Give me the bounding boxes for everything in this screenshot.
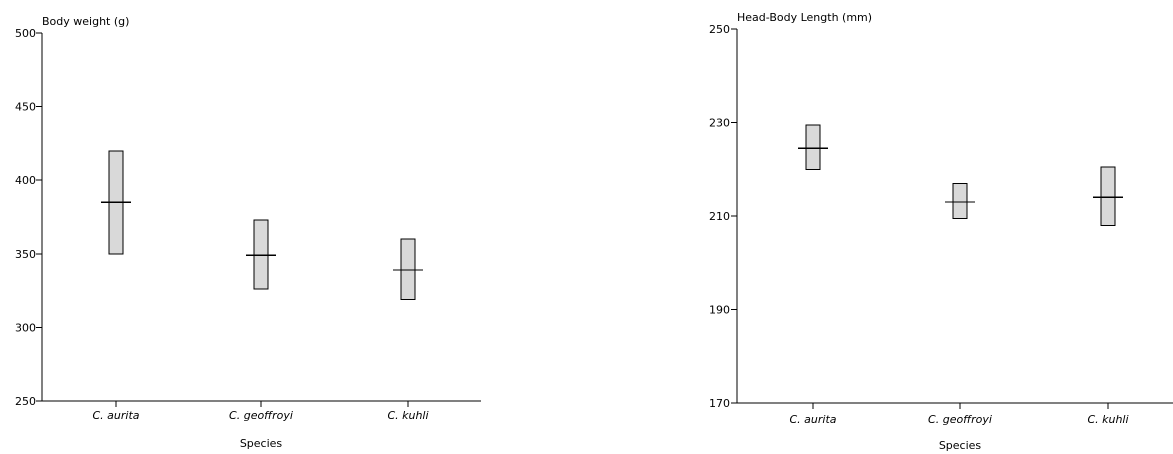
- x-tick-label: C. aurita: [92, 409, 139, 422]
- range-bar: [1100, 166, 1116, 226]
- y-tick-label: 400: [15, 174, 36, 187]
- range-bar: [253, 219, 269, 290]
- y-tick-label: 350: [15, 248, 36, 261]
- x-tick-label: C. aurita: [789, 413, 836, 426]
- x-tick-label: C. geoffroyi: [229, 409, 293, 422]
- x-tick-label: C. kuhli: [387, 409, 428, 422]
- y-tick-label: 300: [15, 321, 36, 334]
- y-tick-label: 250: [15, 395, 36, 408]
- y-tick-label: 170: [709, 397, 730, 410]
- head-body-length-chart: 170 190 210 230 250 Head-Body Length (mm) C. a…: [709, 11, 1173, 452]
- range-bar: [400, 238, 416, 300]
- x-axis-title: Species: [939, 439, 982, 452]
- x-tick-label: C. geoffroyi: [928, 413, 992, 426]
- y-tick-label: 450: [15, 101, 36, 114]
- range-bar: [952, 182, 968, 219]
- y-tick-label: 250: [709, 23, 730, 36]
- body-weight-chart: 250 300 350 400 450 500 Body weight (g) C. auri…: [15, 15, 481, 450]
- y-tick-label: 500: [15, 27, 36, 40]
- y-tick-label: 230: [709, 117, 730, 130]
- y-tick-label: 210: [709, 210, 730, 223]
- x-tick-label: C. kuhli: [1087, 413, 1128, 426]
- y-axis-title: Head-Body Length (mm): [737, 11, 872, 24]
- x-axis-title: Species: [240, 437, 283, 450]
- range-bar: [805, 124, 821, 170]
- y-axis-title: Body weight (g): [42, 15, 129, 28]
- y-tick-label: 190: [709, 304, 730, 317]
